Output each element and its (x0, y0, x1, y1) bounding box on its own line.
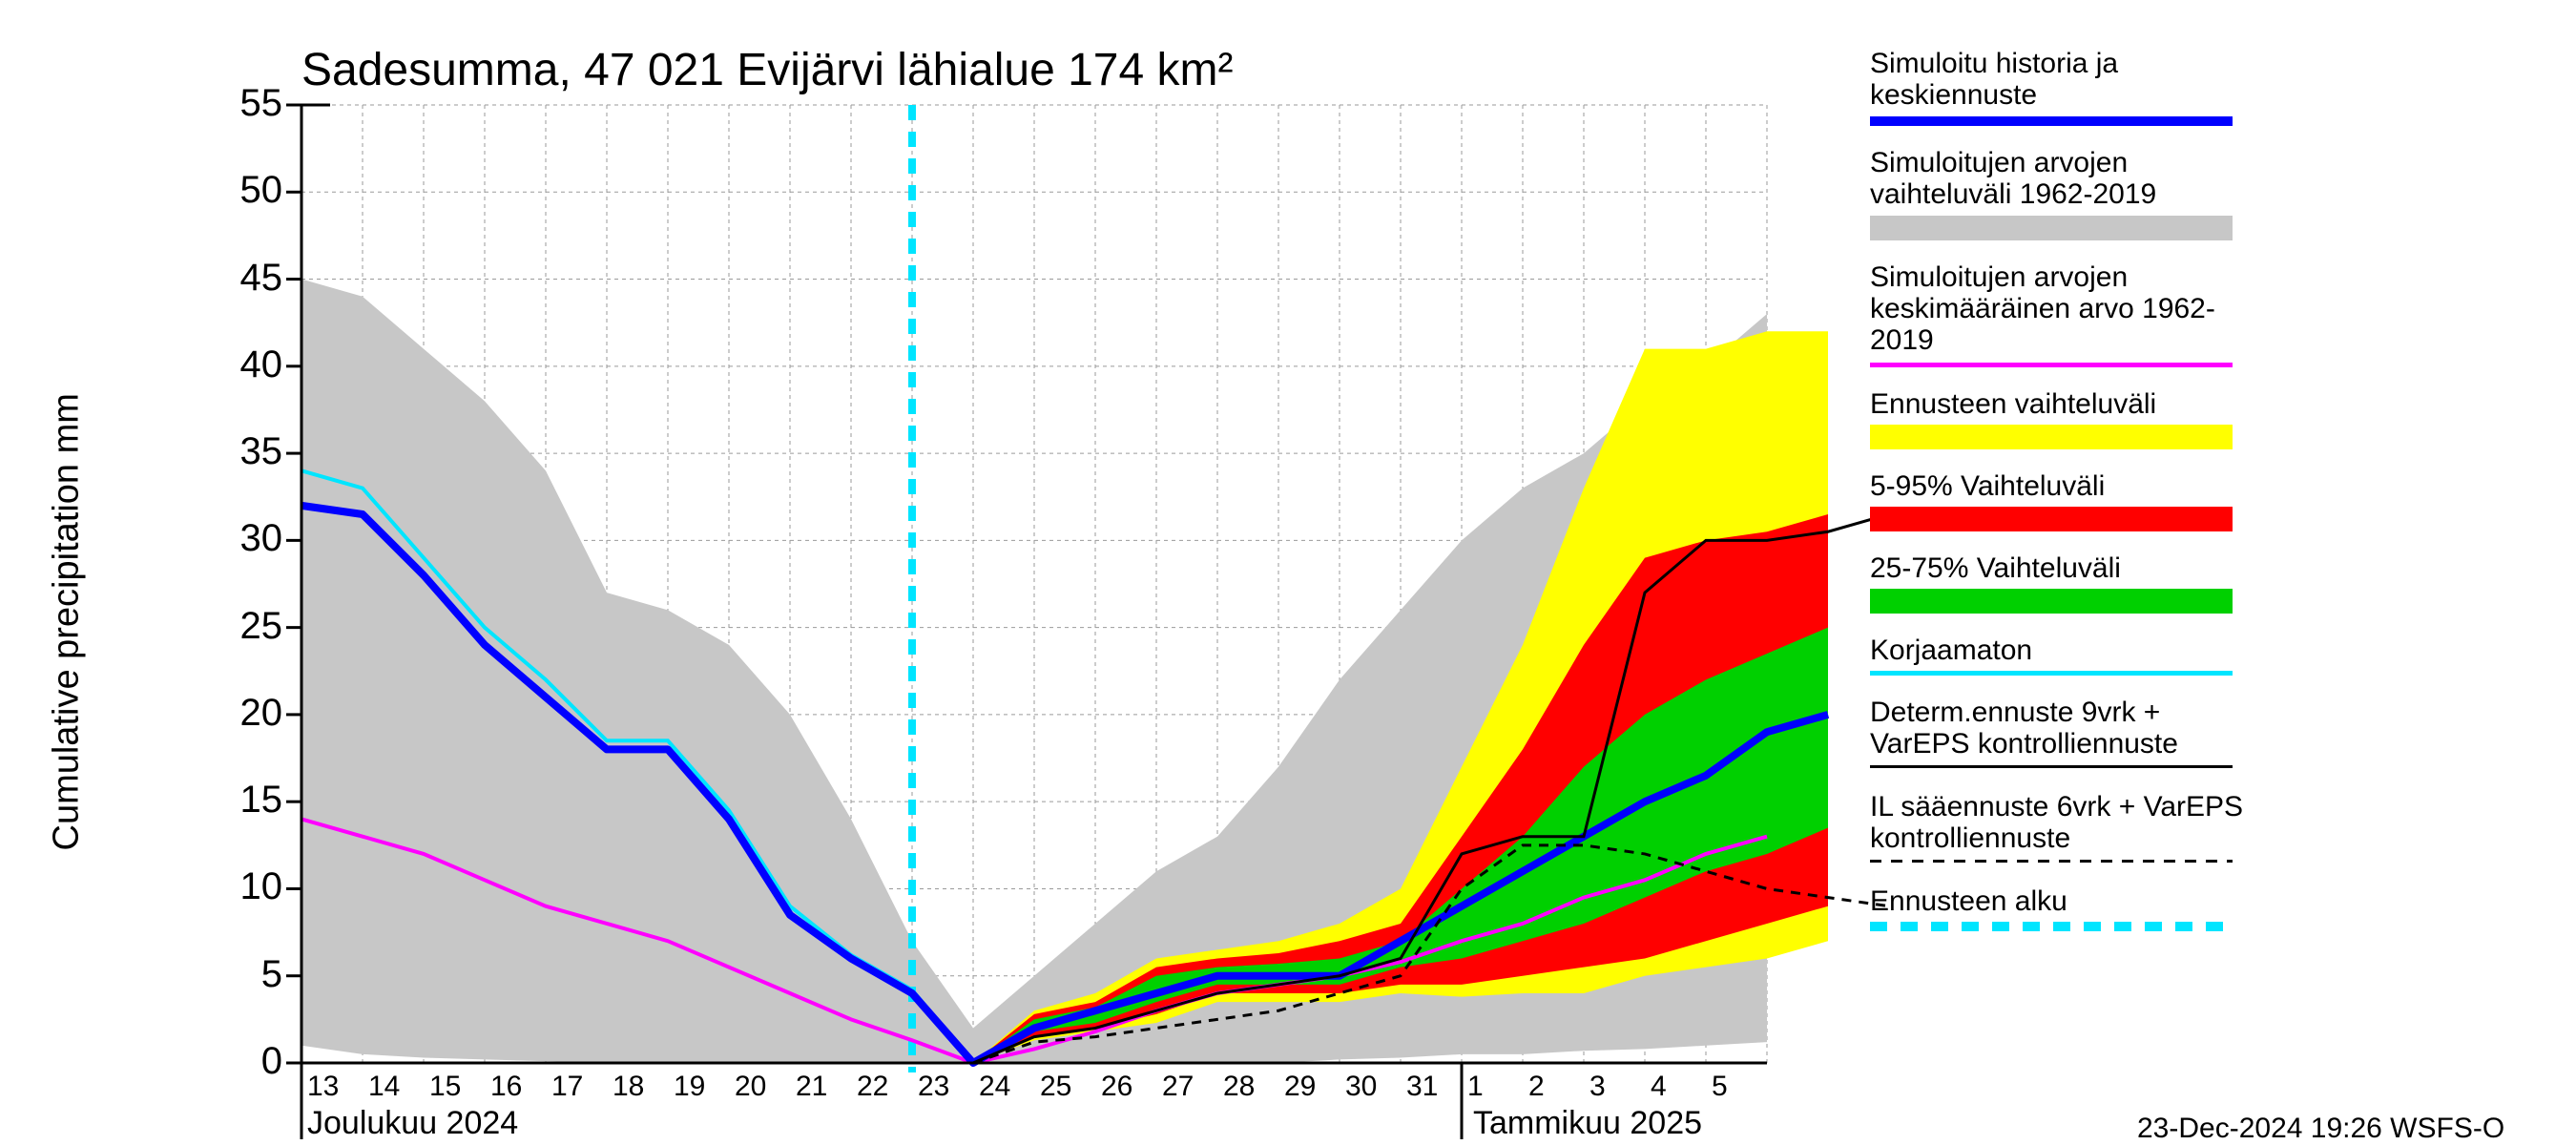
y-tick-label: 55 (197, 82, 282, 125)
x-tick-label: 20 (735, 1071, 766, 1103)
x-tick-label: 3 (1589, 1071, 1606, 1103)
legend-label: Korjaamaton (1870, 635, 2252, 666)
legend-swatch (1870, 116, 2233, 126)
y-tick-label: 50 (197, 169, 282, 212)
x-tick-label: 22 (857, 1071, 888, 1103)
legend-swatch (1870, 860, 2233, 863)
legend-label: Determ.ennuste 9vrk + VarEPS kontrollien… (1870, 697, 2252, 760)
legend-swatch (1870, 425, 2233, 449)
x-tick-label: 19 (674, 1071, 705, 1103)
x-tick-label: 13 (307, 1071, 339, 1103)
legend-swatch (1870, 671, 2233, 676)
y-tick-label: 20 (197, 692, 282, 735)
timestamp: 23-Dec-2024 19:26 WSFS-O (2137, 1113, 2504, 1145)
x-tick-label: 23 (918, 1071, 949, 1103)
x-tick-label: 29 (1284, 1071, 1316, 1103)
x-tick-label: 1 (1467, 1071, 1484, 1103)
x-tick-label: 27 (1162, 1071, 1194, 1103)
y-tick-label: 15 (197, 779, 282, 822)
chart-container: Cumulative precipitation mm Sadesumma, 4… (0, 0, 2576, 1145)
legend-label: 25-75% Vaihteluväli (1870, 552, 2252, 584)
y-tick-label: 0 (197, 1040, 282, 1083)
legend-swatch (1870, 507, 2233, 531)
legend-label: Simuloitujen arvojen keskimääräinen arvo… (1870, 261, 2252, 356)
legend-swatch (1870, 922, 2233, 931)
month-label: Tammikuu 2025 (1473, 1105, 1702, 1142)
legend-label: Ennusteen vaihteluväli (1870, 388, 2252, 420)
month-label: January (1473, 1141, 1589, 1145)
x-tick-label: 24 (979, 1071, 1010, 1103)
y-tick-label: 25 (197, 605, 282, 648)
x-tick-label: 28 (1223, 1071, 1255, 1103)
x-tick-label: 4 (1651, 1071, 1667, 1103)
y-tick-label: 35 (197, 430, 282, 473)
legend-swatch (1870, 363, 2233, 367)
legend-label: Simuloitu historia ja keskiennuste (1870, 48, 2252, 111)
legend-label: 5-95% Vaihteluväli (1870, 470, 2252, 502)
y-tick-label: 10 (197, 865, 282, 908)
y-tick-label: 5 (197, 953, 282, 996)
month-label: Joulukuu 2024 (307, 1105, 518, 1142)
y-tick-label: 40 (197, 344, 282, 386)
legend-swatch (1870, 765, 2233, 768)
legend-swatch (1870, 216, 2233, 240)
legend-label: Simuloitujen arvojen vaihteluväli 1962-2… (1870, 147, 2252, 210)
x-tick-label: 18 (613, 1071, 644, 1103)
legend-label: IL sääennuste 6vrk + VarEPS kontrollienn… (1870, 791, 2252, 854)
y-tick-label: 45 (197, 257, 282, 300)
x-tick-label: 26 (1101, 1071, 1132, 1103)
x-tick-label: 5 (1712, 1071, 1728, 1103)
x-tick-label: 15 (429, 1071, 461, 1103)
x-tick-label: 31 (1406, 1071, 1438, 1103)
x-tick-label: 14 (368, 1071, 400, 1103)
y-tick-label: 30 (197, 517, 282, 560)
x-tick-label: 25 (1040, 1071, 1071, 1103)
x-tick-label: 17 (551, 1071, 583, 1103)
x-tick-label: 2 (1528, 1071, 1545, 1103)
legend-swatch (1870, 589, 2233, 614)
legend-label: Ennusteen alku (1870, 885, 2252, 917)
x-tick-label: 21 (796, 1071, 827, 1103)
x-tick-label: 16 (490, 1071, 522, 1103)
x-tick-label: 30 (1345, 1071, 1377, 1103)
month-label: December (307, 1141, 457, 1145)
